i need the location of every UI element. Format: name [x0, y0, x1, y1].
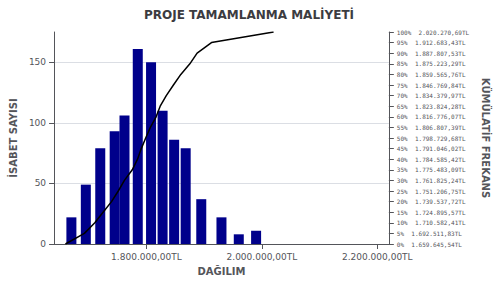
svg-text:5% 1.692.511,83TL: 5% 1.692.511,83TL: [397, 230, 462, 237]
svg-text:İSABET SAYISI: İSABET SAYISI: [6, 98, 19, 177]
svg-text:100: 100: [29, 118, 46, 128]
svg-text:100% 2.020.270,69TL: 100% 2.020.270,69TL: [397, 29, 470, 36]
svg-text:PROJE TAMAMLANMA MALİYETİ: PROJE TAMAMLANMA MALİYETİ: [144, 7, 354, 22]
svg-text:KÜMÜLATİF FREKANS: KÜMÜLATİF FREKANS: [480, 78, 493, 198]
svg-text:2.200.000,00TL: 2.200.000,00TL: [342, 252, 413, 262]
svg-text:70% 1.834.379,97TL: 70% 1.834.379,97TL: [397, 92, 466, 99]
svg-text:95% 1.912.683,43TL: 95% 1.912.683,43TL: [397, 39, 466, 46]
svg-text:2.000.000,00TL: 2.000.000,00TL: [227, 252, 298, 262]
svg-text:50: 50: [35, 178, 47, 188]
svg-text:30% 1.761.825,24TL: 30% 1.761.825,24TL: [397, 177, 466, 184]
svg-text:10% 1.710.582,41TL: 10% 1.710.582,41TL: [397, 219, 466, 226]
svg-text:60% 1.816.776,07TL: 60% 1.816.776,07TL: [397, 113, 466, 120]
svg-text:15% 1.724.895,57TL: 15% 1.724.895,57TL: [397, 209, 466, 216]
svg-text:65% 1.823.824,28TL: 65% 1.823.824,28TL: [397, 103, 466, 110]
svg-text:55% 1.806.807,39TL: 55% 1.806.807,39TL: [397, 124, 466, 131]
svg-text:25% 1.751.206,75TL: 25% 1.751.206,75TL: [397, 188, 466, 195]
svg-text:35% 1.775.483,09TL: 35% 1.775.483,09TL: [397, 166, 466, 173]
svg-text:0% 1.659.645,54TL: 0% 1.659.645,54TL: [397, 241, 462, 248]
svg-text:90% 1.887.807,53TL: 90% 1.887.807,53TL: [397, 50, 466, 57]
svg-text:85% 1.875.223,29TL: 85% 1.875.223,29TL: [397, 60, 466, 67]
svg-text:75% 1.846.769,84TL: 75% 1.846.769,84TL: [397, 82, 466, 89]
svg-text:0: 0: [40, 239, 46, 249]
svg-text:40% 1.784.585,42TL: 40% 1.784.585,42TL: [397, 156, 466, 163]
svg-text:50% 1.798.729,68TL: 50% 1.798.729,68TL: [397, 135, 466, 142]
svg-text:20% 1.739.537,72TL: 20% 1.739.537,72TL: [397, 198, 466, 205]
svg-text:DAĞILIM: DAĞILIM: [197, 265, 245, 277]
svg-text:45% 1.791.046,02TL: 45% 1.791.046,02TL: [397, 145, 466, 152]
svg-text:150: 150: [29, 57, 46, 67]
svg-text:1.800.000,00TL: 1.800.000,00TL: [111, 252, 182, 262]
svg-text:80% 1.859.565,76TL: 80% 1.859.565,76TL: [397, 71, 466, 78]
